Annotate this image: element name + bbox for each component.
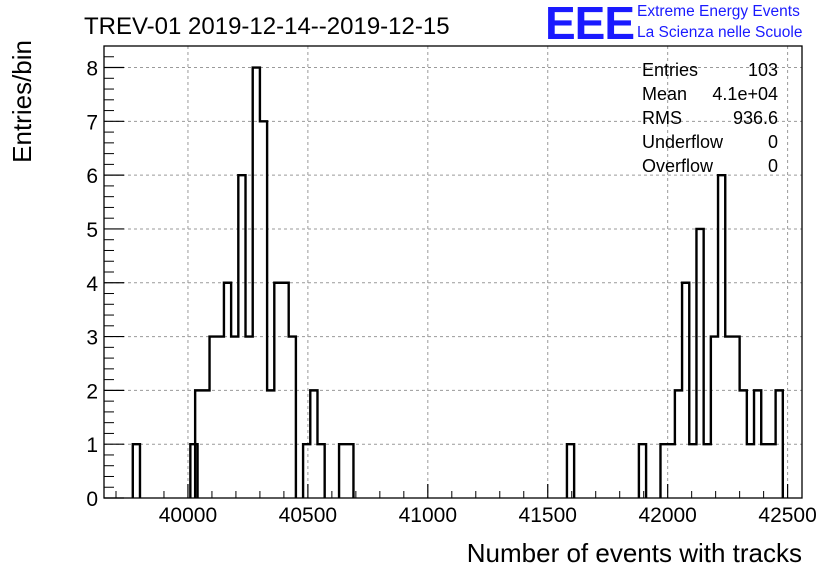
y-tick-label: 0	[86, 488, 98, 511]
y-tick-label: 7	[86, 111, 98, 134]
y-tick-label: 2	[86, 380, 98, 403]
eee-logo-mark: EEE	[545, 0, 635, 49]
histogram-outline	[301, 389, 326, 498]
stats-value: 0	[768, 156, 778, 176]
x-tick-label: 42500	[758, 504, 816, 527]
stats-label: Underflow	[642, 132, 724, 152]
x-axis-label: Number of events with tracks	[467, 538, 802, 568]
y-tick-label: 6	[86, 165, 98, 188]
histogram-bin	[246, 337, 253, 498]
histogram-bin	[668, 444, 675, 498]
y-axis-label: Entries/bin	[7, 40, 37, 163]
tick-layer: 40000 40500 41000 41500 42000 42500 0 1 2 3 4 5 6 7 8	[86, 56, 817, 527]
histogram-bin	[768, 444, 775, 498]
stats-value: 103	[748, 60, 778, 80]
x-tick-label: 42000	[638, 504, 696, 527]
x-tick-label: 41500	[519, 504, 577, 527]
histogram-outline	[337, 442, 355, 498]
stats-value: 0	[768, 132, 778, 152]
y-tick-label: 3	[86, 327, 98, 350]
stats-value: 936.6	[733, 108, 778, 128]
histogram-outline	[637, 442, 648, 498]
x-tick-label: 40000	[159, 504, 217, 527]
stats-value: 4.1e+04	[712, 84, 778, 104]
histogram-outline	[193, 66, 298, 498]
histogram-bin	[761, 444, 768, 498]
x-tick-label: 41000	[399, 504, 457, 527]
histogram-bin	[704, 444, 711, 498]
histogram-bin	[689, 444, 696, 498]
x-tick-label: 40500	[279, 504, 337, 527]
stats-label: Overflow	[642, 156, 714, 176]
histogram-layer	[131, 66, 785, 498]
histogram-bin	[217, 337, 224, 498]
y-tick-label: 5	[86, 219, 98, 242]
histogram-outline	[131, 442, 142, 498]
y-tick-label: 4	[86, 273, 98, 296]
y-tick-label: 1	[86, 434, 98, 457]
histogram-outline	[659, 173, 785, 498]
stats-label: Entries	[642, 60, 698, 80]
histogram-bin	[231, 337, 238, 498]
stats-label: Mean	[642, 84, 687, 104]
chart-title: TREV-01 2019-12-14--2019-12-15	[84, 13, 450, 40]
logo-line-1: Extreme Energy Events	[637, 3, 800, 20]
histogram-bin	[747, 444, 754, 498]
logo-line-2: La Scienza nelle Scuole	[637, 24, 803, 41]
histogram-bin	[725, 337, 732, 498]
eee-logo: EEE Extreme Energy Events La Scienza nel…	[545, 0, 833, 49]
histogram-outline	[565, 442, 576, 498]
grid-layer	[104, 46, 802, 498]
stats-box: Entries 103 Mean 4.1e+04 RMS 936.6 Underflow 0 O…	[642, 60, 778, 176]
stats-label: RMS	[642, 108, 682, 128]
y-tick-label: 8	[86, 58, 98, 81]
